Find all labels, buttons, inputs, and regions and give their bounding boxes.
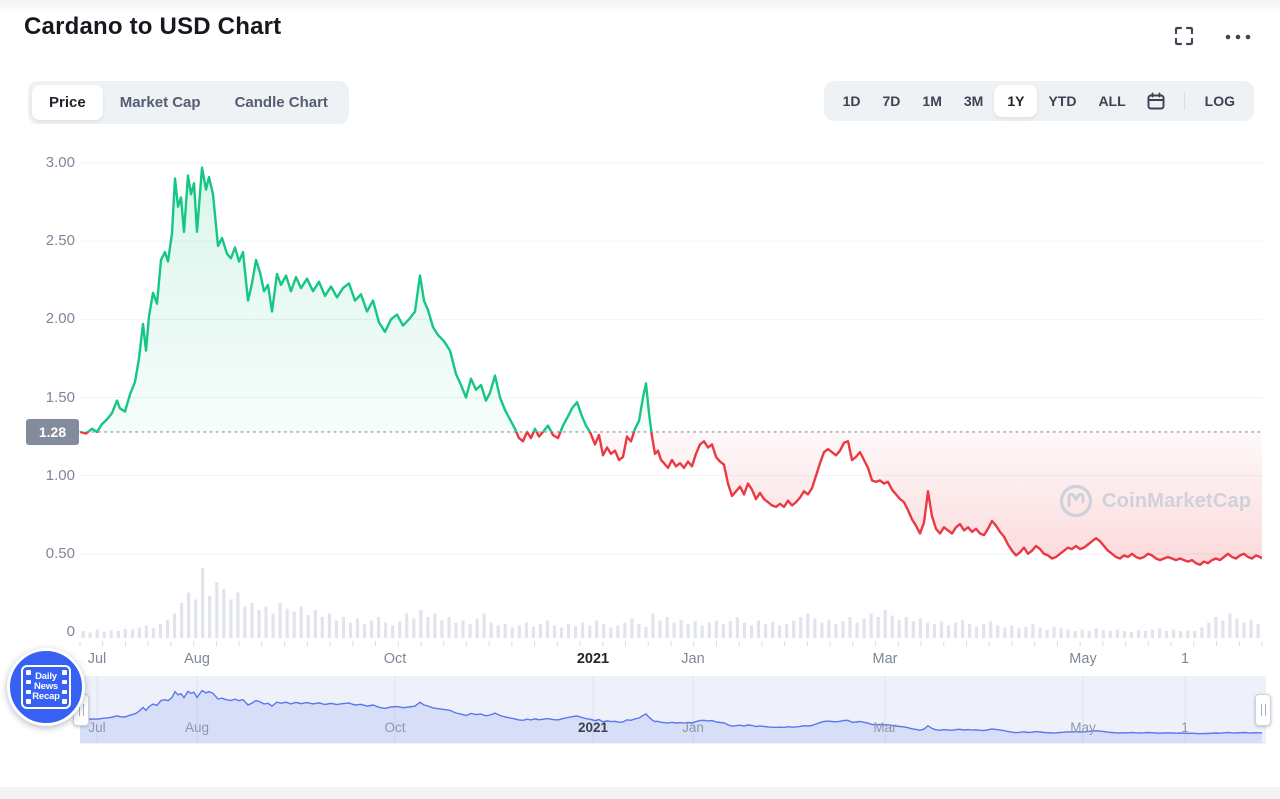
time-range-selector: 1D 7D 1M 3M 1Y YTD ALL LOG [823, 81, 1254, 121]
y-axis-label: 1.50 [45, 388, 75, 406]
range-all[interactable]: ALL [1098, 93, 1126, 109]
x-axis-label: Aug [184, 651, 210, 667]
ellipsis-icon [1225, 34, 1251, 40]
y-axis-label: 2.00 [45, 310, 75, 328]
x-axis-label: Jan [681, 651, 705, 667]
more-options-button[interactable] [1222, 28, 1254, 46]
tab-price[interactable]: Price [32, 85, 103, 120]
range-3m[interactable]: 3M [963, 93, 984, 109]
badge-line: News [33, 681, 59, 692]
tab-market-cap[interactable]: Market Cap [119, 94, 201, 111]
y-axis-label: 2.50 [45, 232, 75, 250]
x-axis-label: Jul [87, 651, 107, 667]
x-axis-ticks [79, 641, 1263, 646]
navigator-line [79, 689, 1263, 735]
price-line-up [80, 166, 653, 432]
x-axis-label: 1 [1180, 651, 1190, 667]
navigator-axis-label: 1 [1181, 720, 1189, 735]
badge-line: Daily [35, 671, 57, 682]
y-axis-label: 3.00 [45, 154, 75, 171]
badge-line: Recap [32, 691, 60, 702]
area-fill-above-threshold [88, 167, 652, 432]
calendar-button[interactable] [1137, 87, 1175, 116]
bottom-divider [0, 787, 1280, 799]
navigator-axis-label: Aug [184, 720, 210, 735]
divider [1183, 92, 1185, 110]
navigator-axis-label: Oct [384, 720, 406, 735]
x-axis-label: Oct [383, 651, 407, 667]
y-axis-label: 0 [66, 623, 75, 640]
x-axis-label: May [1069, 651, 1097, 667]
y-axis-label: 1.00 [45, 466, 75, 484]
tab-candle-chart[interactable]: Candle Chart [234, 94, 328, 111]
threshold-price-badge: 1.28 [26, 419, 79, 445]
navigator [79, 676, 1266, 744]
navigator-axis-label: Mar [873, 720, 897, 735]
x-axis-label: 2021 [576, 651, 610, 667]
navigator-axis-label: Jul [88, 720, 106, 735]
range-1y[interactable]: 1Y [994, 85, 1038, 117]
chart-type-tabs: Price Market Cap Candle Chart [28, 81, 349, 124]
range-ytd[interactable]: YTD [1048, 93, 1077, 109]
y-axis-label: 0.50 [45, 544, 75, 562]
range-1d[interactable]: 1D [842, 93, 861, 109]
price-line-down [80, 431, 1262, 566]
log-scale-button[interactable]: LOG [1204, 93, 1235, 109]
film-strip-icon: Daily News Recap [21, 665, 71, 709]
navigator-axis-label: May [1070, 720, 1096, 735]
daily-news-recap-badge[interactable]: Daily News Recap [7, 648, 85, 726]
x-axis-label: Mar [872, 651, 898, 667]
calendar-icon [1147, 92, 1165, 109]
area-fill-below-threshold [80, 431, 1262, 565]
top-divider [0, 0, 1280, 14]
range-7d[interactable]: 7D [882, 93, 901, 109]
fullscreen-icon [1174, 26, 1194, 46]
navigator-axis-label: 2021 [577, 720, 609, 735]
volume-bars [81, 568, 1260, 638]
navigator-right-handle[interactable] [1255, 694, 1271, 726]
fullscreen-button[interactable] [1172, 24, 1196, 48]
currency-toggle-row: USD BTC Want more data? Check out our AP… [0, 750, 1280, 788]
navigator-axis-label: Jan [682, 720, 704, 735]
page-title: Cardano to USD Chart [24, 13, 282, 40]
range-1m[interactable]: 1M [922, 93, 942, 109]
